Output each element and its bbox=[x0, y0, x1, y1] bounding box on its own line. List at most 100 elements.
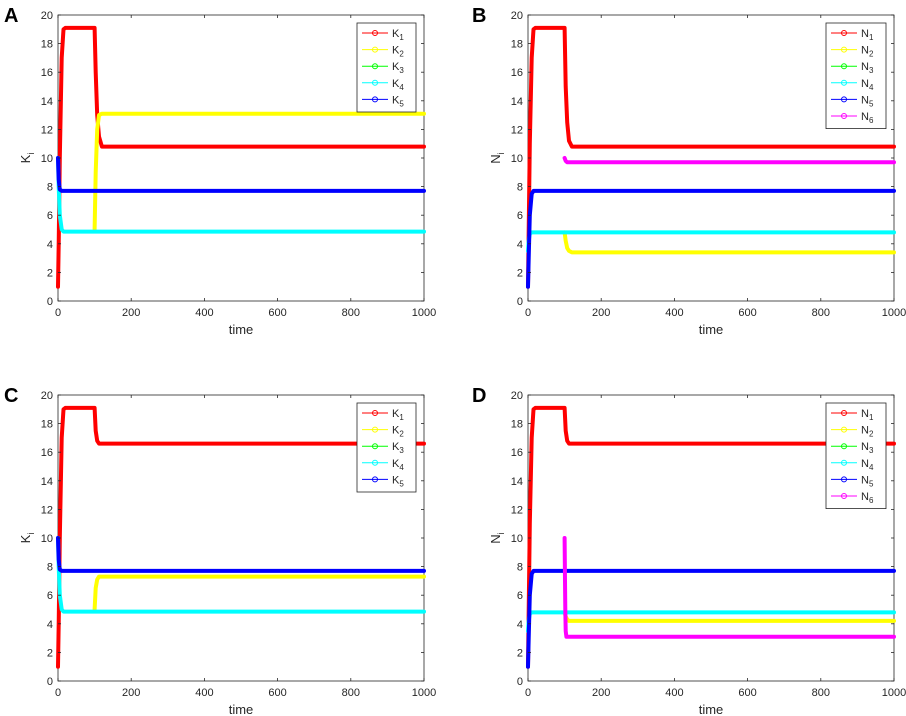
legend-entry-n6: N6 bbox=[861, 491, 874, 505]
y-tick-label: 4 bbox=[47, 619, 53, 631]
y-tick-label: 12 bbox=[41, 504, 53, 516]
legend-swatch-marker bbox=[372, 426, 378, 433]
legend-swatch-marker bbox=[372, 476, 378, 483]
x-axis-label: time bbox=[699, 702, 724, 716]
panel-letter: C bbox=[4, 385, 18, 407]
y-tick-label: 4 bbox=[517, 619, 523, 631]
legend-entry-n4: N4 bbox=[861, 78, 874, 92]
legend-box bbox=[356, 402, 417, 493]
legend-swatch-marker bbox=[841, 410, 847, 416]
y-tick-label: 16 bbox=[511, 67, 523, 79]
y-tick-label: 12 bbox=[511, 124, 523, 136]
x-tick-label: 1000 bbox=[882, 307, 906, 319]
legend-swatch-marker bbox=[841, 459, 847, 466]
y-tick-label: 4 bbox=[47, 239, 53, 251]
legend-entry-n1: N1 bbox=[861, 28, 874, 42]
panel-d: D 0 200 400 600 800 1000 0 2 4 6 8 10 12 14 16 18 20 time N… bbox=[472, 385, 906, 716]
legend: N1 N2 N3 N4 N5 N6 bbox=[825, 402, 887, 509]
x-tick-label: 400 bbox=[195, 307, 213, 319]
y-tick-label: 8 bbox=[517, 182, 523, 194]
x-tick-label: 0 bbox=[525, 687, 531, 699]
series-line-n2 bbox=[562, 230, 896, 255]
legend-entry-n6: N6 bbox=[861, 111, 874, 125]
legend-swatch-marker bbox=[372, 443, 378, 450]
legend-entry-n5: N5 bbox=[861, 474, 874, 488]
panel-c: C 0 200 400 600 800 1000 0 2 4 6 8 10 12 14 16 18 20 time K… bbox=[4, 385, 436, 716]
x-tick-label: 800 bbox=[812, 307, 830, 319]
x-tick-label: 400 bbox=[665, 687, 683, 699]
legend-swatch-marker bbox=[841, 63, 847, 70]
y-tick-label: 8 bbox=[47, 562, 53, 574]
x-tick-label: 1000 bbox=[882, 687, 906, 699]
legend-entry-n1: N1 bbox=[861, 408, 874, 422]
y-tick-label: 14 bbox=[41, 476, 53, 488]
panel-a: A 0 200 400 600 800 1000 0 2 4 6 8 10 12 14 16 18 20 time K… bbox=[4, 5, 436, 337]
legend-swatch-marker bbox=[372, 79, 378, 86]
x-tick-label: 0 bbox=[55, 687, 61, 699]
x-tick-label: 200 bbox=[122, 307, 140, 319]
y-tick-label: 12 bbox=[41, 124, 53, 136]
legend-entry-n3: N3 bbox=[861, 441, 874, 455]
x-tick-label: 1000 bbox=[412, 687, 436, 699]
series-line-k5 bbox=[56, 156, 426, 193]
y-axis-label: Ki bbox=[18, 533, 36, 544]
legend: N1 N2 N3 N4 N5 N6 bbox=[825, 22, 887, 129]
y-tick-label: 18 bbox=[511, 419, 523, 431]
y-tick-label: 8 bbox=[47, 182, 53, 194]
legend-swatch-marker bbox=[372, 459, 378, 466]
legend-entry-n3: N3 bbox=[861, 61, 874, 75]
x-tick-label: 600 bbox=[268, 307, 286, 319]
legend: K1 K2 K3 K4 K5 bbox=[356, 22, 417, 113]
y-tick-label: 16 bbox=[41, 67, 53, 79]
y-tick-label: 12 bbox=[511, 504, 523, 516]
y-tick-label: 18 bbox=[41, 39, 53, 51]
legend-entry-k3: K3 bbox=[392, 441, 404, 455]
legend-entry-n2: N2 bbox=[861, 425, 874, 439]
series-line-k2 bbox=[92, 111, 426, 232]
legend-swatch-marker bbox=[841, 30, 847, 36]
y-tick-label: 20 bbox=[41, 10, 53, 22]
y-tick-label: 10 bbox=[511, 533, 523, 545]
x-axis-label: time bbox=[229, 702, 254, 716]
legend-box bbox=[825, 402, 887, 509]
x-axis-label: time bbox=[229, 322, 254, 337]
y-tick-label: 2 bbox=[47, 647, 53, 659]
legend-entry-n4: N4 bbox=[861, 458, 874, 472]
y-tick-label: 4 bbox=[517, 239, 523, 251]
y-tick-label: 14 bbox=[511, 96, 523, 108]
y-tick-label: 16 bbox=[41, 447, 53, 459]
y-tick-label: 0 bbox=[47, 296, 53, 308]
x-tick-label: 200 bbox=[592, 307, 610, 319]
legend-entry-k2: K2 bbox=[392, 45, 404, 59]
legend-entry-k5: K5 bbox=[392, 474, 404, 488]
y-tick-label: 20 bbox=[511, 390, 523, 402]
y-tick-label: 2 bbox=[517, 267, 523, 279]
y-tick-label: 14 bbox=[41, 96, 53, 108]
y-tick-label: 0 bbox=[517, 296, 523, 308]
legend-swatch-marker bbox=[841, 426, 847, 433]
legend-entry-k4: K4 bbox=[392, 458, 404, 472]
x-tick-label: 1000 bbox=[412, 307, 436, 319]
legend-box bbox=[825, 22, 887, 129]
legend-swatch-marker bbox=[841, 79, 847, 86]
y-tick-label: 6 bbox=[517, 590, 523, 602]
legend-swatch-marker bbox=[841, 476, 847, 483]
y-tick-label: 0 bbox=[47, 676, 53, 688]
y-tick-label: 6 bbox=[517, 210, 523, 222]
panel-b: B 0 200 400 600 800 1000 0 2 4 6 8 10 12 14 16 18 20 time N… bbox=[472, 5, 906, 337]
y-tick-label: 16 bbox=[511, 447, 523, 459]
x-tick-label: 200 bbox=[122, 687, 140, 699]
series-line-n6 bbox=[562, 536, 896, 639]
legend-entry-n5: N5 bbox=[861, 94, 874, 108]
panel-letter: D bbox=[472, 385, 486, 407]
series-line-n5 bbox=[526, 188, 896, 289]
legend-entry-k5: K5 bbox=[392, 94, 404, 108]
y-axis-label: Ki bbox=[18, 153, 36, 164]
y-tick-label: 2 bbox=[517, 647, 523, 659]
legend-swatch-marker bbox=[841, 443, 847, 450]
series-line-n6 bbox=[562, 156, 896, 165]
y-tick-label: 18 bbox=[41, 419, 53, 431]
legend: K1 K2 K3 K4 K5 bbox=[356, 402, 417, 493]
legend-swatch-marker bbox=[841, 113, 847, 119]
